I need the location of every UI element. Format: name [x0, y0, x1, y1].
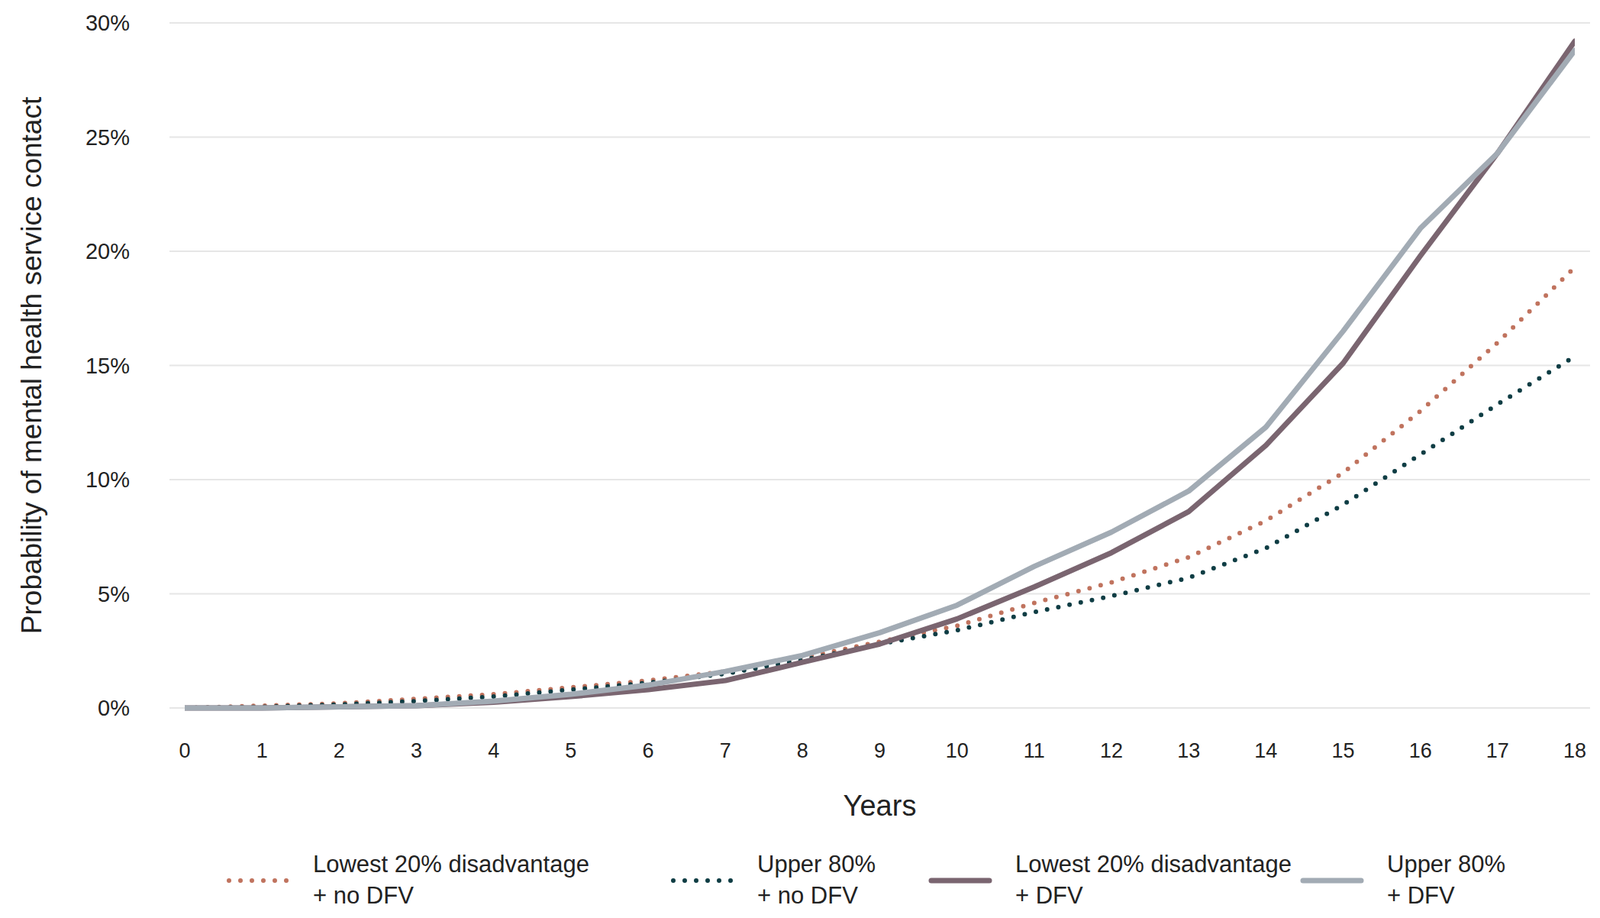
series-line [184, 356, 1575, 708]
chart: 0%5%10%15%20%25%30%012345678910111213141… [0, 0, 1600, 918]
x-tick-label: 18 [1563, 738, 1587, 762]
legend-line: + DFV [1387, 881, 1455, 909]
series-line [184, 50, 1575, 708]
grid-line [169, 136, 1591, 139]
x-tick-label: 0 [178, 738, 191, 762]
y-tick-label: 25% [85, 125, 130, 150]
legend-label: Upper 80% + DFV [1387, 850, 1506, 909]
x-tick-label: 2 [333, 738, 346, 762]
plot-area [184, 41, 1575, 708]
legend-label: Lowest 20% disadvantage + no DFV [312, 850, 590, 909]
x-tick-label: 15 [1331, 738, 1355, 762]
legend-swatch [931, 877, 990, 884]
legend-line: + no DFV [757, 881, 859, 909]
grid-line [169, 250, 1591, 252]
x-tick-label: 13 [1177, 738, 1200, 762]
grid-line [169, 22, 1591, 24]
grid-line [169, 593, 1591, 595]
y-axis-title: Probability of mental health service con… [16, 96, 48, 634]
x-tick-label: 6 [641, 738, 654, 762]
x-tick-label: 11 [1023, 738, 1046, 762]
x-tick-label: 4 [487, 738, 500, 762]
legend-swatch [1303, 877, 1362, 884]
y-tick-label: 10% [85, 467, 130, 492]
legend-label: Lowest 20% disadvantage + DFV [1015, 850, 1292, 909]
x-axis-title: Years [843, 789, 917, 822]
legend-label: Upper 80% + no DFV [757, 850, 876, 909]
legend-line: Lowest 20% disadvantage [312, 850, 590, 878]
legend-line: + DFV [1015, 881, 1084, 909]
legend-line: Upper 80% [1387, 850, 1506, 878]
x-tick-label: 7 [719, 738, 732, 762]
x-tick-label: 12 [1100, 738, 1123, 762]
series-line [184, 41, 1575, 708]
y-tick-label: 5% [97, 581, 130, 607]
x-tick-label: 8 [796, 738, 809, 762]
y-tick-label: 30% [85, 10, 130, 36]
x-tick-label: 16 [1409, 738, 1433, 762]
y-tick-label: 15% [85, 353, 130, 378]
x-tick-label: 3 [410, 738, 423, 762]
grid-line [169, 364, 1591, 367]
legend-line: Lowest 20% disadvantage [1015, 850, 1292, 878]
x-tick-label: 10 [945, 738, 969, 762]
grid-line [169, 478, 1591, 481]
legend-swatch [229, 877, 288, 883]
x-tick-label: 5 [564, 738, 577, 762]
x-tick-label: 14 [1254, 738, 1278, 762]
y-tick-label: 0% [97, 695, 130, 720]
legend-swatch [673, 877, 732, 883]
x-tick-label: 9 [874, 738, 886, 762]
x-tick-label: 1 [256, 738, 268, 762]
y-tick-label: 20% [85, 238, 130, 264]
x-tick-label: 17 [1486, 738, 1510, 762]
legend-line: + no DFV [312, 881, 414, 909]
legend-line: Upper 80% [757, 850, 876, 878]
